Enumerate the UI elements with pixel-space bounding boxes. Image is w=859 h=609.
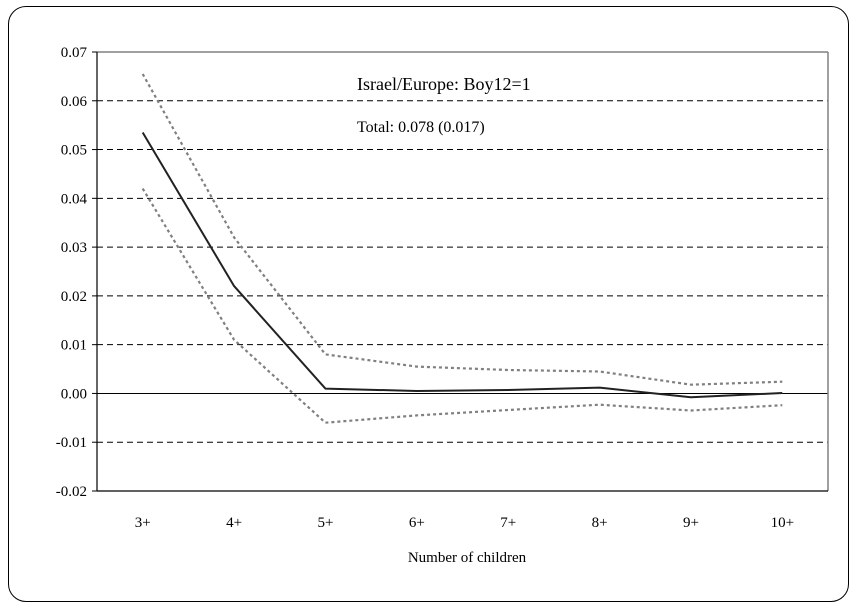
upper-bound-line xyxy=(141,73,783,386)
x-axis-title: Number of children xyxy=(408,550,527,566)
x-tick-label: 4+ xyxy=(226,515,242,531)
x-tick-label: 8+ xyxy=(592,515,608,531)
x-tick-label: 10+ xyxy=(771,515,794,531)
gridlines xyxy=(97,100,828,443)
y-tick-label: -0.02 xyxy=(56,484,87,500)
y-tick-label: 0.05 xyxy=(61,143,87,159)
y-tick-label: 0.03 xyxy=(61,240,87,256)
labels: 0.07 0.06 0.05 0.04 0.03 0.02 0.01 0.00 -0.01 -0.… xyxy=(56,45,794,531)
x-tick-label: 5+ xyxy=(317,515,333,531)
y-tick-label: 0.00 xyxy=(61,386,87,402)
annotation-title: Israel/Europe: Boy12=1 xyxy=(357,74,531,94)
axes xyxy=(92,51,829,492)
x-tick-label: 3+ xyxy=(135,515,151,531)
series xyxy=(141,73,783,424)
chart-frame xyxy=(8,6,849,602)
lower-bound-line xyxy=(141,188,783,424)
y-tick-label: 0.02 xyxy=(61,289,87,305)
y-tick-label: 0.06 xyxy=(61,94,88,110)
estimate-line xyxy=(141,131,783,399)
y-tick-label: 0.07 xyxy=(61,45,88,61)
x-tick-label: 9+ xyxy=(683,515,699,531)
y-tick-label: 0.04 xyxy=(61,191,88,207)
y-tick-label: 0.01 xyxy=(61,338,87,354)
annotation-total: Total: 0.078 (0.017) xyxy=(357,119,485,136)
x-tick-label: 6+ xyxy=(409,515,425,531)
x-tick-label: 7+ xyxy=(500,515,516,531)
y-tick-label: -0.01 xyxy=(56,435,87,451)
